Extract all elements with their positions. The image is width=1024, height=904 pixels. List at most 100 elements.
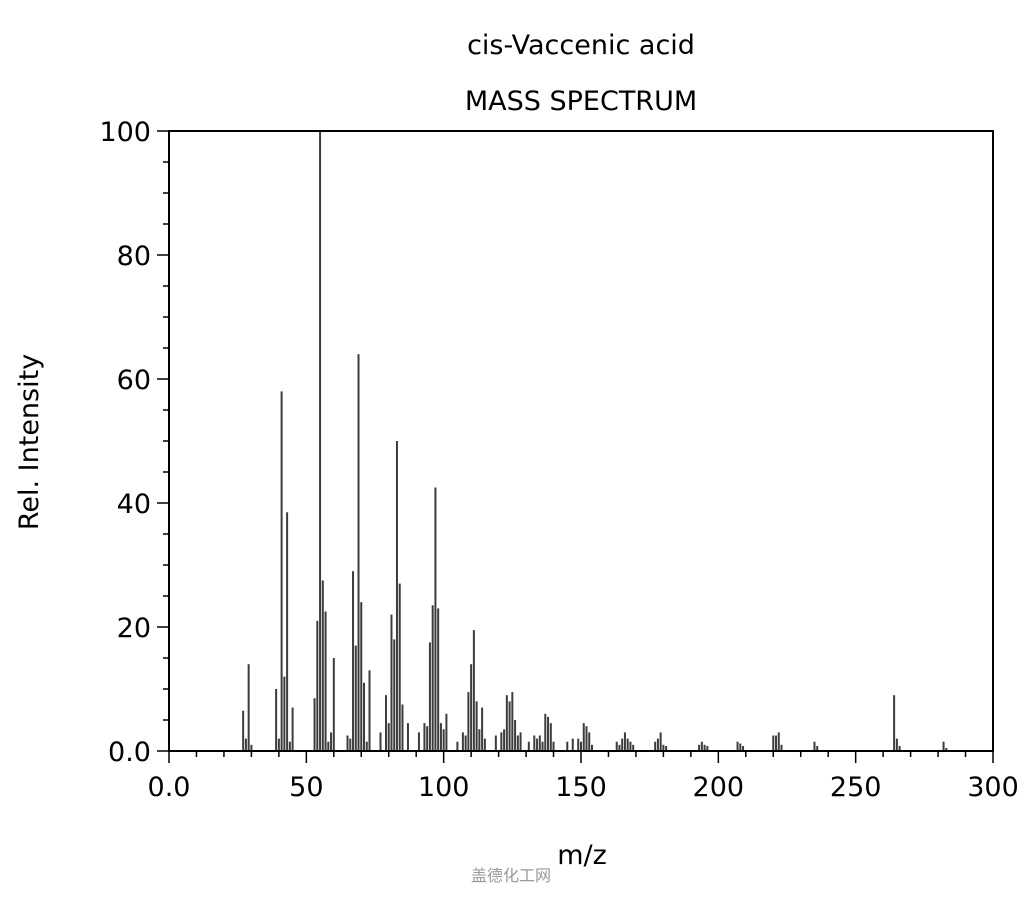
- peak-bar: [417, 732, 420, 751]
- plot-frame: [168, 130, 994, 752]
- peak-bar: [580, 741, 582, 751]
- peak-bar: [395, 441, 398, 751]
- peak-bar: [665, 746, 668, 751]
- peak-bar: [475, 701, 478, 751]
- peak-bar: [898, 746, 901, 751]
- peak-bar: [511, 692, 514, 751]
- peak-bar: [456, 741, 459, 751]
- peak-bar: [538, 735, 541, 751]
- x-axis-label: m/z: [557, 840, 607, 871]
- watermark-text: 盖德化工网: [471, 866, 551, 885]
- peak-bar: [472, 630, 475, 751]
- peak-bar: [384, 695, 387, 751]
- peak-bar: [360, 602, 363, 751]
- peak-bar: [398, 583, 401, 751]
- peak-bar: [659, 732, 662, 751]
- peak-bar: [275, 689, 278, 751]
- x-tick-label: 200: [693, 772, 745, 803]
- peak-bar: [739, 743, 742, 751]
- peak-bar: [577, 738, 580, 751]
- peak-bar: [426, 726, 429, 751]
- peak-bar: [777, 732, 780, 751]
- peak-bar: [514, 720, 517, 751]
- peak-bar: [519, 732, 522, 751]
- ticks-layer: 0.0 50 100 150 200 250 300 0.0 20 40 60 80 100: [99, 117, 1018, 803]
- peak-bar: [431, 605, 434, 751]
- peak-bar: [368, 670, 371, 751]
- peak-bar: [703, 744, 706, 751]
- y-tick-label: 40: [117, 489, 151, 520]
- peak-bar: [656, 738, 659, 751]
- peak-bar: [277, 738, 280, 751]
- peak-bar: [615, 741, 618, 751]
- peak-bar: [893, 695, 896, 751]
- peak-bar: [288, 741, 291, 751]
- y-axis-label: Rel. Intensity: [14, 354, 45, 530]
- peak-bar: [327, 741, 330, 751]
- peak-bar: [354, 645, 357, 751]
- peak-bar: [775, 735, 778, 751]
- peak-bar: [280, 391, 283, 751]
- peak-bar: [357, 354, 360, 751]
- peak-bar: [423, 723, 426, 751]
- peak-bar: [700, 741, 703, 751]
- peak-bar: [483, 738, 486, 751]
- peak-bar: [582, 723, 585, 751]
- peak-bar: [494, 735, 497, 751]
- peak-bar: [316, 620, 319, 751]
- peak-bar: [330, 732, 333, 751]
- peak-bar: [324, 611, 327, 751]
- peak-bar: [772, 735, 775, 751]
- peak-bar: [319, 131, 322, 751]
- peak-bar: [439, 723, 442, 751]
- y-tick-label: 80: [117, 241, 151, 272]
- peak-bar: [541, 741, 544, 751]
- peak-bar: [571, 738, 574, 751]
- peak-bar: [623, 732, 626, 751]
- peak-bar: [780, 744, 783, 751]
- x-tick-label: 250: [830, 772, 882, 803]
- peak-bar: [706, 746, 709, 751]
- peak-bar: [464, 735, 467, 751]
- peak-bar: [242, 710, 245, 751]
- peak-bar: [527, 741, 530, 751]
- peak-bar: [437, 608, 440, 751]
- peak-bar: [742, 746, 745, 751]
- peak-bar: [349, 738, 352, 751]
- peak-bar: [401, 704, 404, 751]
- x-tick-label: 0.0: [148, 772, 191, 803]
- peak-bar: [585, 726, 588, 751]
- peak-bar: [247, 664, 250, 751]
- peak-bar: [552, 741, 555, 751]
- peak-bar: [461, 732, 464, 751]
- peak-bar: [291, 707, 294, 751]
- peak-bar: [244, 738, 247, 751]
- peak-bar: [467, 692, 470, 751]
- peak-bar: [736, 741, 739, 751]
- peak-bar: [945, 747, 948, 751]
- peak-bar: [445, 713, 448, 751]
- peak-bar: [332, 658, 335, 751]
- peak-bar: [379, 732, 382, 751]
- peak-bar: [390, 614, 393, 751]
- peak-bar: [629, 741, 632, 751]
- peak-bar: [321, 580, 324, 751]
- peak-bar: [654, 741, 657, 751]
- peak-bar: [313, 698, 316, 751]
- x-tick-label: 100: [418, 772, 470, 803]
- peak-bar: [544, 713, 547, 751]
- peak-bar: [387, 723, 390, 751]
- peak-bar: [590, 744, 593, 751]
- peak-bar: [816, 746, 819, 751]
- peak-bar: [352, 571, 355, 751]
- peak-bar: [428, 642, 431, 751]
- peak-bar: [434, 487, 437, 751]
- peak-bar: [547, 716, 550, 751]
- peak-bar: [621, 738, 624, 751]
- peak-bar: [470, 664, 473, 751]
- peak-bar: [406, 723, 409, 751]
- peak-bar: [250, 744, 253, 751]
- peak-bar: [632, 744, 635, 751]
- peak-bar: [505, 695, 508, 751]
